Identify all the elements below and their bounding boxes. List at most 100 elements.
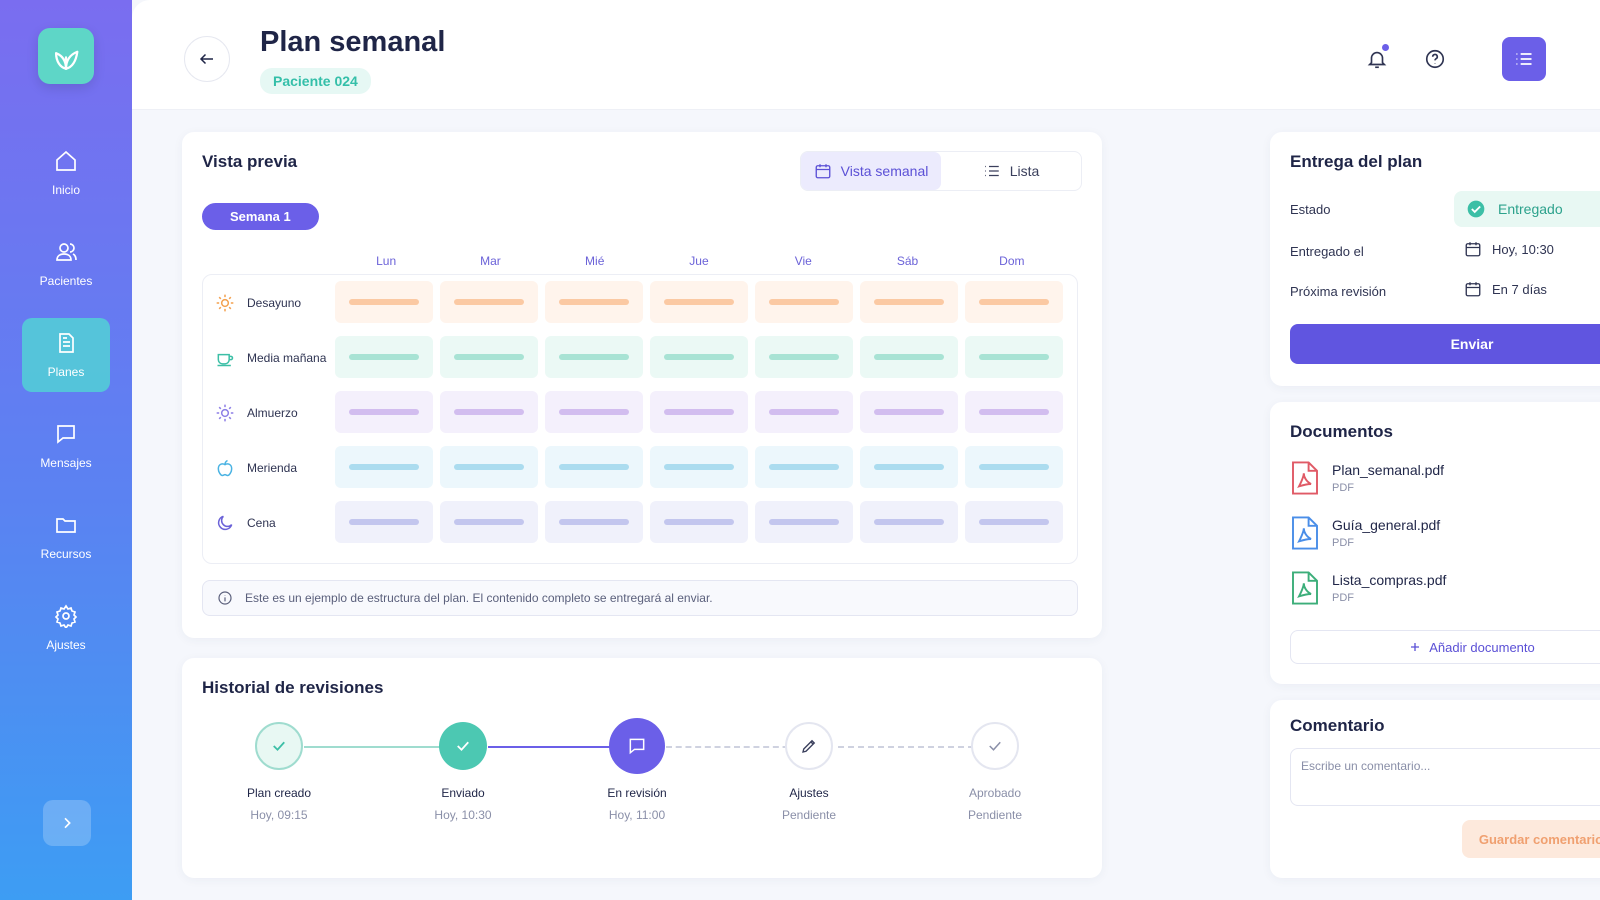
meal-cell[interactable] bbox=[965, 446, 1063, 488]
meal-cell[interactable] bbox=[335, 391, 433, 433]
meal-cell[interactable] bbox=[440, 501, 538, 543]
meal-label: Desayuno bbox=[247, 296, 302, 310]
meal-row-cena: Cena bbox=[203, 501, 1077, 545]
meal-cell[interactable] bbox=[650, 501, 748, 543]
help-button[interactable] bbox=[1422, 46, 1448, 72]
tab-list-view[interactable]: Lista bbox=[941, 152, 1081, 190]
meal-cell[interactable] bbox=[440, 446, 538, 488]
meal-row-desayuno: Desayuno bbox=[203, 281, 1077, 325]
meal-cell[interactable] bbox=[545, 446, 643, 488]
meal-cell[interactable] bbox=[545, 281, 643, 323]
step-time: Hoy, 10:30 bbox=[434, 808, 492, 822]
day-header: Mié bbox=[585, 254, 605, 268]
meal-cell[interactable] bbox=[860, 446, 958, 488]
menu-button[interactable] bbox=[1502, 37, 1546, 81]
meal-cell[interactable] bbox=[965, 391, 1063, 433]
meal-cell[interactable] bbox=[545, 391, 643, 433]
check-icon bbox=[457, 741, 469, 752]
step-time: Hoy, 09:15 bbox=[250, 808, 308, 822]
meal-cell[interactable] bbox=[965, 501, 1063, 543]
timeline-line bbox=[838, 746, 994, 748]
status-badge: Entregado bbox=[1454, 191, 1600, 227]
meal-cell[interactable] bbox=[860, 336, 958, 378]
sidebar-item-recursos[interactable]: Recursos bbox=[22, 500, 110, 574]
meal-cell[interactable] bbox=[755, 336, 853, 378]
step-label: Ajustes bbox=[789, 786, 829, 800]
leaf-logo-icon bbox=[54, 50, 79, 70]
sidebar-item-label: Inicio bbox=[51, 183, 80, 197]
delivery-card: Entrega del plan Estado Entregado Entreg… bbox=[1270, 132, 1600, 386]
expand-sidebar-button[interactable] bbox=[43, 800, 91, 846]
send-button[interactable]: Enviar bbox=[1290, 324, 1600, 364]
week-selector[interactable]: Semana 1 bbox=[202, 203, 319, 230]
meal-cell[interactable] bbox=[650, 336, 748, 378]
review-date: En 7 días bbox=[1492, 281, 1547, 297]
notifications-button[interactable] bbox=[1364, 44, 1390, 72]
meal-cell[interactable] bbox=[545, 336, 643, 378]
meal-cell[interactable] bbox=[440, 391, 538, 433]
sidebar-item-label: Mensajes bbox=[40, 456, 92, 470]
meal-cell[interactable] bbox=[440, 336, 538, 378]
document-type: PDF bbox=[1332, 537, 1354, 549]
apple-icon bbox=[217, 459, 233, 477]
page-title: Plan semanal bbox=[260, 26, 446, 58]
plus-icon bbox=[1411, 643, 1420, 651]
tab-weekly-label: Vista semanal bbox=[840, 163, 929, 179]
meal-cell[interactable] bbox=[335, 446, 433, 488]
revision-history-card: Historial de revisiones Plan creado Hoy,… bbox=[182, 658, 1102, 878]
meal-cell[interactable] bbox=[545, 501, 643, 543]
meal-cell[interactable] bbox=[440, 281, 538, 323]
meal-cell[interactable] bbox=[650, 446, 748, 488]
info-icon bbox=[218, 591, 232, 605]
meal-cell[interactable] bbox=[860, 281, 958, 323]
meal-cell[interactable] bbox=[755, 281, 853, 323]
review-label: Próxima revisión bbox=[1290, 284, 1387, 299]
delivered-date: Hoy, 10:30 bbox=[1492, 241, 1554, 257]
comment-card: Comentario Guardar comentario bbox=[1270, 700, 1600, 878]
meal-cell[interactable] bbox=[650, 281, 748, 323]
sidebar-item-mensajes[interactable]: Mensajes bbox=[22, 409, 110, 483]
documents-card: Documentos Plan_semanal.pdf PDF Guía_gen… bbox=[1270, 402, 1600, 684]
meal-cell[interactable] bbox=[965, 281, 1063, 323]
document-item[interactable]: Plan_semanal.pdf PDF bbox=[1290, 460, 1600, 500]
home-icon bbox=[56, 150, 76, 171]
meal-cell[interactable] bbox=[860, 391, 958, 433]
comment-title: Comentario bbox=[1290, 716, 1385, 735]
meal-cell[interactable] bbox=[860, 501, 958, 543]
logo[interactable] bbox=[38, 28, 94, 84]
meal-cell[interactable] bbox=[755, 391, 853, 433]
meal-cell[interactable] bbox=[965, 336, 1063, 378]
calendar-icon bbox=[1465, 282, 1481, 297]
save-comment-button[interactable]: Guardar comentario bbox=[1462, 820, 1600, 858]
arrow-left-icon bbox=[199, 53, 213, 65]
delivered-label: Entregado el bbox=[1290, 244, 1364, 259]
meal-cell[interactable] bbox=[335, 281, 433, 323]
sun-icon bbox=[216, 294, 234, 312]
meal-cell[interactable] bbox=[335, 501, 433, 543]
meal-cell[interactable] bbox=[650, 391, 748, 433]
cup-icon bbox=[217, 353, 234, 367]
meal-label: Almuerzo bbox=[247, 406, 298, 420]
sidebar-item-pacientes[interactable]: Pacientes bbox=[22, 227, 110, 301]
sidebar-item-inicio[interactable]: Inicio bbox=[22, 136, 110, 210]
meal-cell[interactable] bbox=[335, 336, 433, 378]
step-time: Hoy, 11:00 bbox=[608, 808, 666, 822]
back-button[interactable] bbox=[184, 36, 230, 82]
add-document-button[interactable]: Añadir documento bbox=[1290, 630, 1600, 664]
calendar-icon bbox=[1465, 242, 1481, 257]
sidebar-item-ajustes[interactable]: Ajustes bbox=[22, 591, 110, 665]
sidebar-item-planes[interactable]: Planes bbox=[22, 318, 110, 392]
document-item[interactable]: Lista_compras.pdf PDF bbox=[1290, 570, 1600, 610]
gear-icon bbox=[54, 604, 78, 628]
tab-weekly-view[interactable]: Vista semanal bbox=[801, 152, 941, 190]
document-icon bbox=[59, 333, 74, 353]
day-headers: Lun Mar Mié Jue Vie Sáb Dom bbox=[334, 254, 1064, 268]
meal-cell[interactable] bbox=[755, 501, 853, 543]
comment-input[interactable] bbox=[1290, 748, 1600, 806]
document-item[interactable]: Guía_general.pdf PDF bbox=[1290, 515, 1600, 555]
timeline-step-review: En revisión Hoy, 11:00 bbox=[572, 718, 702, 822]
review-value: En 7 días bbox=[1464, 280, 1547, 298]
preview-title: Vista previa bbox=[202, 152, 298, 171]
pdf-file-icon bbox=[1292, 571, 1318, 605]
meal-cell[interactable] bbox=[755, 446, 853, 488]
